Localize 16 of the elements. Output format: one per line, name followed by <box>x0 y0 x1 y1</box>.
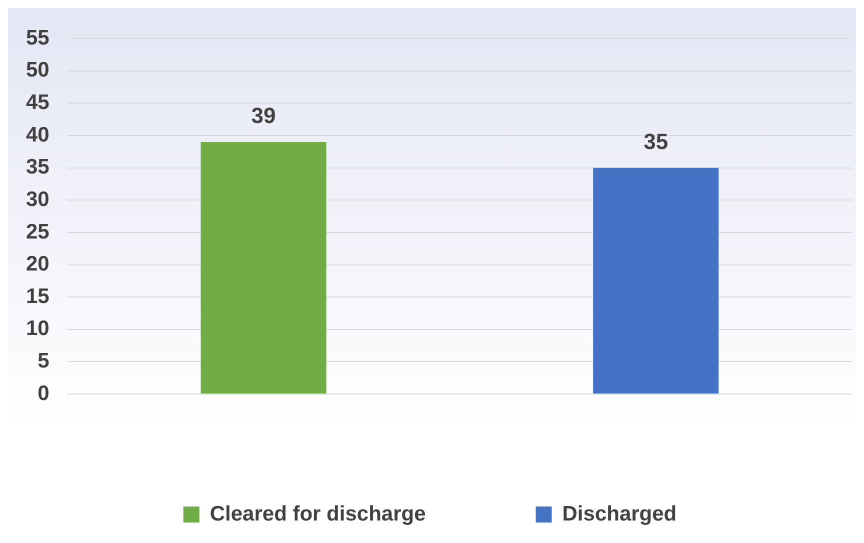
legend-label: Discharged <box>562 502 677 526</box>
y-tick-label: 10 <box>26 317 50 340</box>
y-tick-label: 50 <box>26 58 50 82</box>
y-tick-label: 45 <box>26 91 50 114</box>
data-label: 35 <box>644 128 668 154</box>
data-label: 39 <box>251 103 276 128</box>
y-tick-label: 5 <box>38 349 50 372</box>
y-tick-label: 35 <box>26 156 50 179</box>
y-tick-label: 25 <box>26 220 50 244</box>
y-tick-label: 55 <box>26 26 50 50</box>
y-tick-label: 20 <box>26 252 50 276</box>
y-tick-label: 15 <box>26 284 50 308</box>
y-tick-label: 30 <box>26 188 50 211</box>
legend-label: Cleared for discharge <box>210 502 426 526</box>
y-tick-label: 40 <box>26 123 50 146</box>
y-tick-label: 0 <box>38 382 50 405</box>
